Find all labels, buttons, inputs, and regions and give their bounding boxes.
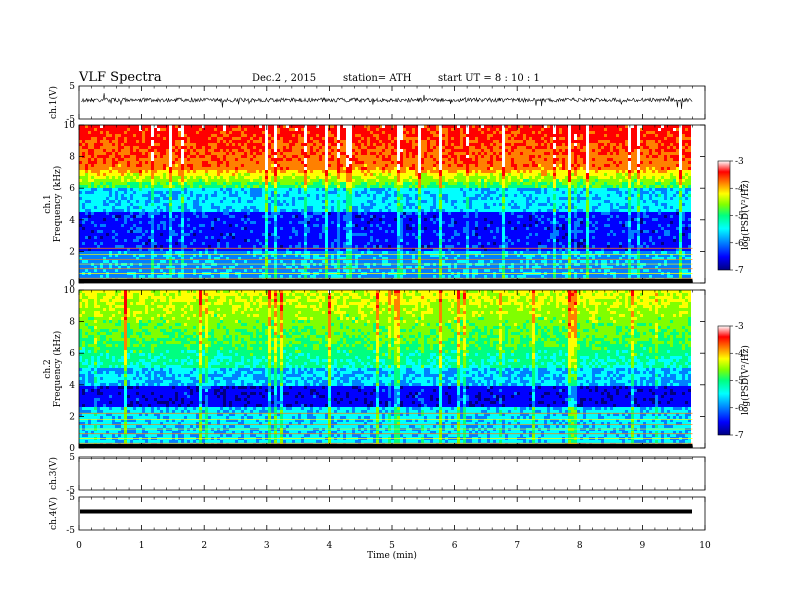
ch1-spectrogram-image (79, 125, 705, 283)
colorbar-tick-label: -6 (735, 239, 744, 249)
ch1-waveform-series (80, 93, 693, 110)
y-tick-label: 6 (69, 184, 75, 194)
colorbar-tick-label: -5 (735, 212, 744, 222)
ch1-waveform-line (80, 93, 693, 110)
colorbar-tick-label: -4 (735, 349, 744, 359)
y-tick-label: 5 (69, 82, 75, 92)
y-tick-label: 6 (69, 349, 75, 359)
y-tick-label: 0 (69, 444, 75, 454)
y-tick-label: 5 (69, 453, 75, 463)
axis-ticks: 0 1 2 3 4 5 6 7 8 9 10 Time (min) (76, 86, 711, 561)
x-axis-label: Time (min) (367, 550, 417, 561)
x-tick-label: 9 (640, 541, 646, 551)
y-axis-label: ch.3(V) (48, 457, 59, 490)
ch2-spectrogram-image (79, 290, 705, 448)
y-axis-label: ch.1 (43, 194, 53, 213)
colorbar-ch2: -3 -4 -5 -6 -7 log(PSD(V²/Hz) (717, 322, 751, 441)
x-tick-label: 8 (577, 541, 583, 551)
y-tick-label: 10 (64, 286, 76, 296)
y-tick-label: 0 (69, 279, 75, 289)
x-tick-label: 0 (76, 541, 82, 551)
x-tick-label: 5 (389, 541, 395, 551)
y-tick-label: -5 (66, 486, 75, 496)
colorbar-ch1-label: log(PSD(V²/Hz) (740, 180, 751, 250)
x-tick-label: 6 (452, 541, 458, 551)
y-tick-label: 4 (69, 216, 75, 226)
y-axis-label: ch.1(V) (48, 86, 59, 119)
colorbar-tick-label: -6 (735, 404, 744, 414)
y-axis-label: ch.4(V) (48, 497, 59, 530)
colorbar-tick-label: -4 (735, 184, 744, 194)
colorbar-tick-label: -5 (735, 377, 744, 387)
y-tick-label: 8 (69, 318, 75, 328)
x-tick-label: 4 (327, 541, 333, 551)
colorbar-ch1: -3 -4 -5 -6 -7 log(PSD(V²/Hz) (717, 157, 751, 276)
y-axis-label: ch.2 (43, 359, 53, 378)
y-tick-label: 2 (69, 412, 75, 422)
colorbar-tick-label: -3 (735, 322, 744, 332)
y-tick-label: 5 (69, 493, 75, 503)
panel-ch2-spectrogram (78, 289, 706, 449)
x-tick-label: 2 (201, 541, 207, 551)
panel-ch1-spectrogram (78, 124, 706, 284)
x-tick-label: 1 (139, 541, 145, 551)
y-tick-label: 2 (69, 247, 75, 257)
colorbar-tick-label: -3 (735, 157, 744, 167)
chart-title: VLF Spectra (79, 70, 162, 85)
x-tick-label: 10 (699, 541, 711, 551)
start-time-label: start UT = 8 : 10 : 1 (438, 73, 540, 84)
y-tick-label: 10 (64, 121, 76, 131)
y-tick-label: -5 (66, 115, 75, 125)
station-label: station= ATH (343, 73, 411, 84)
y-tick-label: 8 (69, 153, 75, 163)
y-tick-label: -5 (66, 526, 75, 536)
x-tick-label: 7 (514, 541, 520, 551)
colorbar-tick-label: -7 (735, 431, 744, 441)
colorbar-tick-label: -7 (735, 266, 744, 276)
colorbar-ch2-label: log(PSD(V²/Hz) (740, 345, 751, 415)
y-tick-label: 4 (69, 381, 75, 391)
y-axis-label: Frequency (kHz) (52, 331, 63, 408)
x-tick-label: 3 (264, 541, 270, 551)
date-label: Dec.2 , 2015 (252, 73, 316, 84)
y-axis-label: Frequency (kHz) (52, 166, 63, 243)
